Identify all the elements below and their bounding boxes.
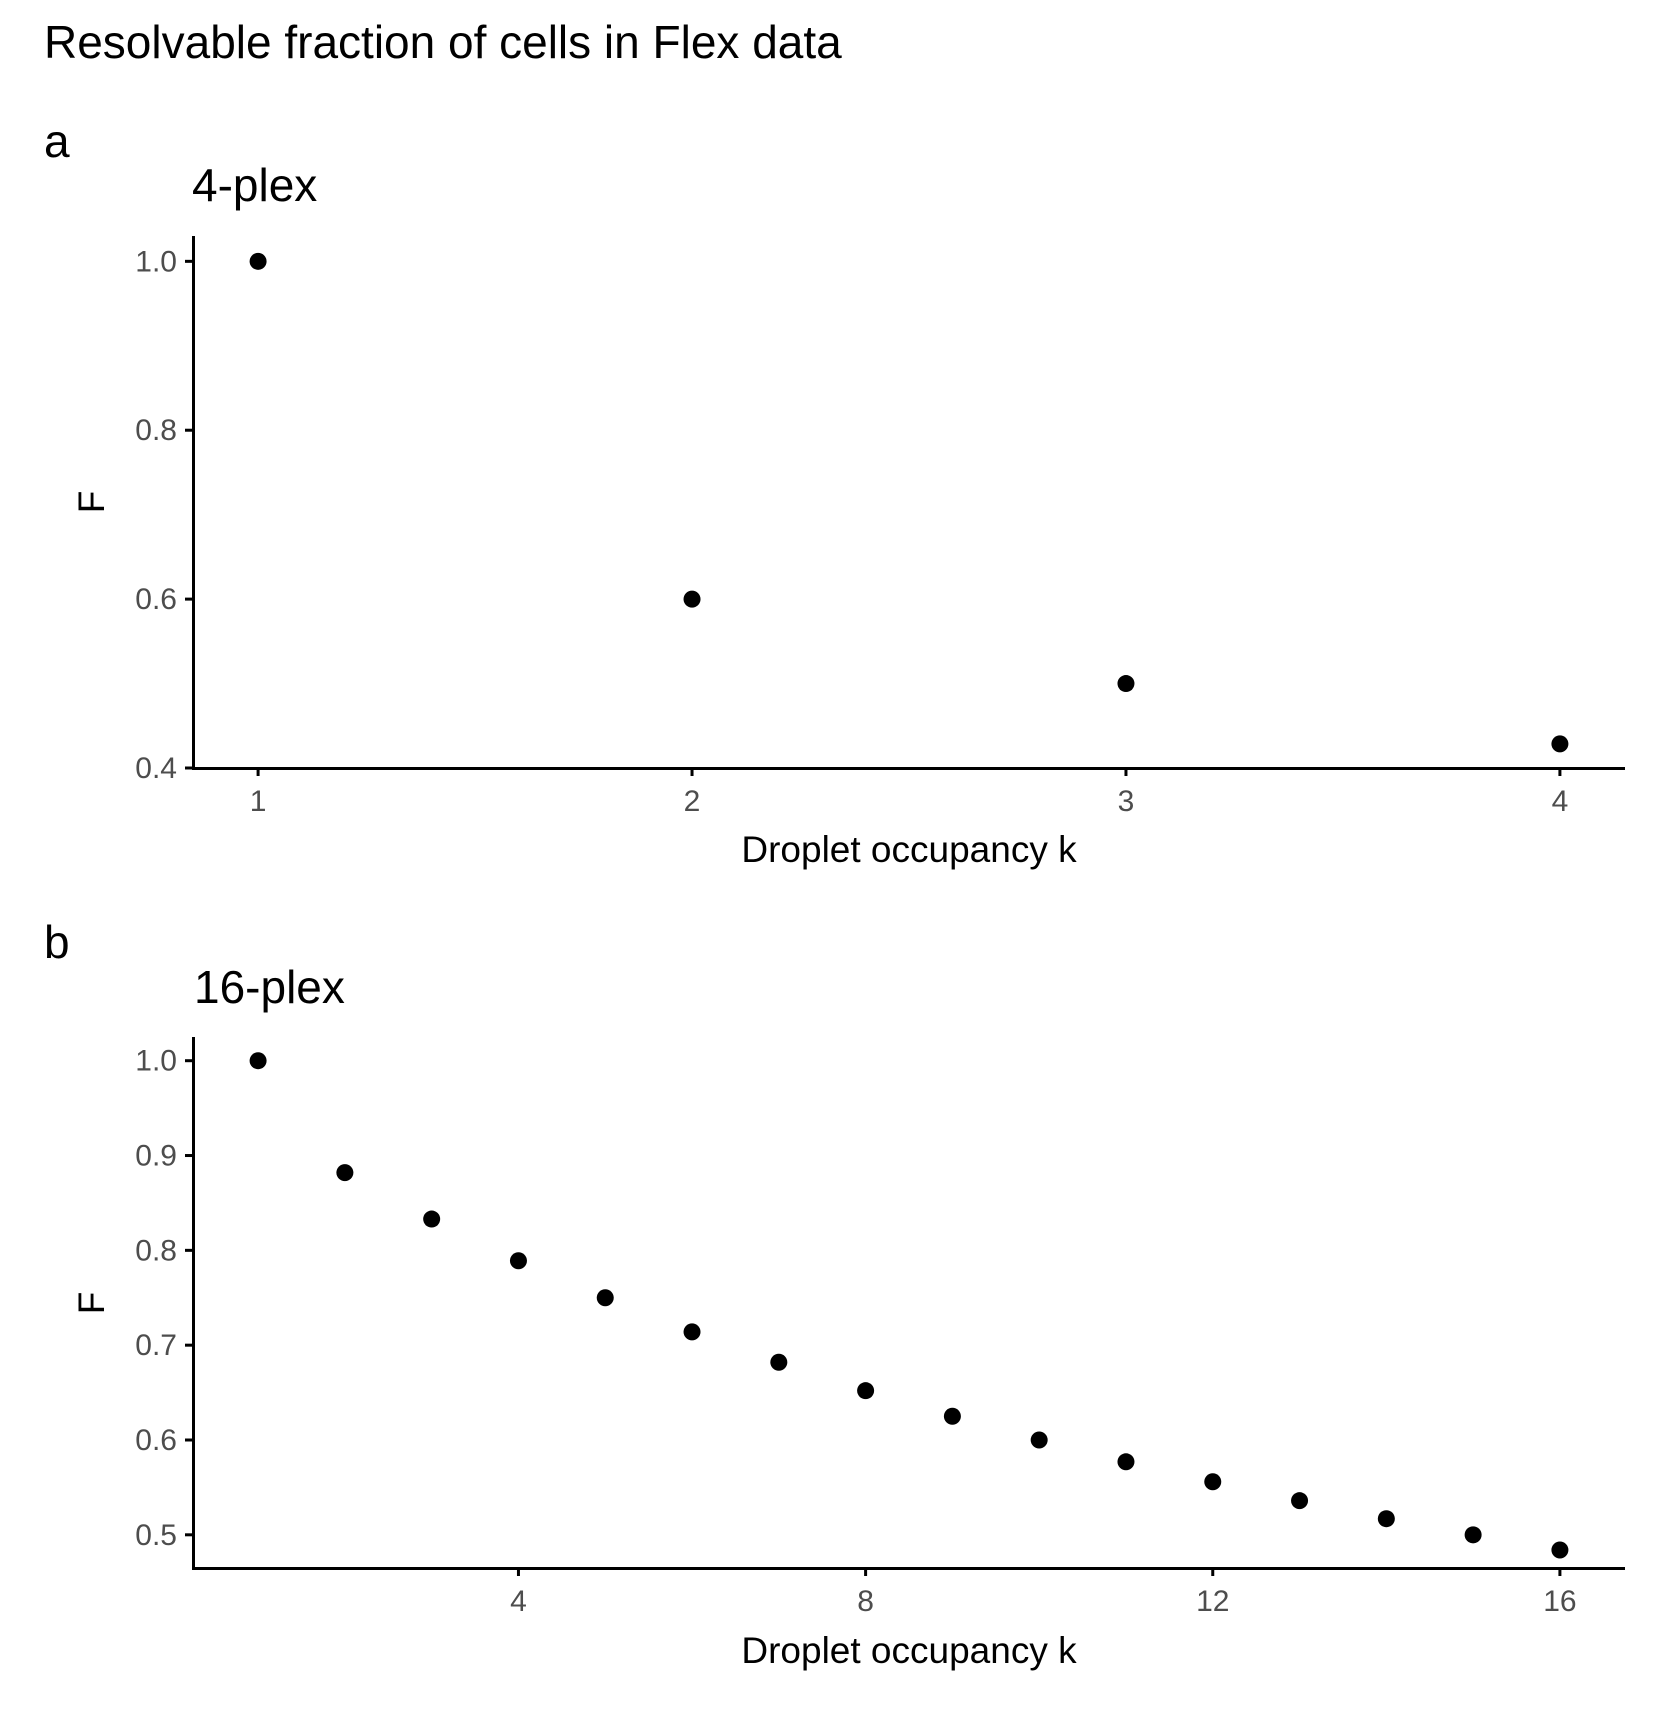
panel-a-y-axis-label: F	[71, 491, 112, 514]
panel-b-data-point	[249, 1052, 267, 1070]
panel-b-data-point	[509, 1252, 527, 1270]
panel-b-data-point	[1291, 1492, 1309, 1510]
panel-b-tag: b	[44, 916, 70, 968]
panel-a-x-tick-label: 1	[250, 785, 267, 818]
panel-b-data-point	[1030, 1431, 1048, 1449]
panel-b-x-axis-label: Droplet occupancy k	[741, 1630, 1077, 1671]
panel-b-y-tick-label: 0.7	[135, 1329, 177, 1362]
panel-b: b 16-plex 0.5 0.6 0.7 0.8 0.9 1.0 4 8 12 16 Dropl…	[44, 916, 1625, 1671]
panel-a-title: 4-plex	[192, 159, 317, 211]
panel-b-y-tick-label: 0.5	[135, 1519, 177, 1552]
panel-b-data-point	[1377, 1510, 1395, 1528]
panel-a-tag: a	[44, 115, 70, 167]
panel-b-data-point	[943, 1407, 961, 1425]
panel-b-y-tick-label: 1.0	[135, 1045, 177, 1078]
panel-a-x-tick-label: 2	[684, 785, 701, 818]
panel-a-y-tick-label: 1.0	[135, 245, 177, 278]
panel-a-data-point	[249, 252, 267, 270]
panel-a: a 4-plex 0.4 0.6 0.8 1.0 1 2 3 4 Droplet occupa…	[44, 115, 1625, 870]
panel-b-title: 16-plex	[194, 961, 345, 1013]
panel-b-data-point	[683, 1323, 701, 1341]
panel-a-y-tick-label: 0.6	[135, 583, 177, 616]
panel-a-x-tick-label: 3	[1118, 785, 1135, 818]
panel-a-data-point	[683, 590, 701, 608]
figure-title: Resolvable fraction of cells in Flex dat…	[44, 16, 842, 68]
panel-b-data-point	[857, 1382, 875, 1400]
panel-b-x-tick-label: 8	[857, 1585, 874, 1618]
panel-a-x-axis-label: Droplet occupancy k	[741, 829, 1077, 870]
panel-a-marks: 0.4 0.6 0.8 1.0 1 2 3 4	[135, 245, 1569, 818]
panel-b-y-axis-label: F	[71, 1292, 112, 1315]
panel-b-data-point	[423, 1210, 441, 1228]
panel-b-y-tick-label: 0.9	[135, 1140, 177, 1173]
panel-b-data-point	[336, 1164, 354, 1182]
panel-a-data-point	[1117, 675, 1135, 693]
panel-b-data-point	[1551, 1541, 1569, 1559]
panel-a-y-tick-label: 0.4	[135, 752, 177, 785]
panel-a-data-point	[1551, 735, 1569, 753]
panel-b-data-point	[1464, 1526, 1482, 1544]
panel-b-data-point	[596, 1289, 614, 1307]
panel-a-x-tick-label: 4	[1552, 785, 1569, 818]
panel-b-data-point	[1204, 1473, 1222, 1491]
panel-a-y-tick-label: 0.8	[135, 414, 177, 447]
panel-b-x-tick-label: 4	[510, 1585, 527, 1618]
panel-b-data-point	[770, 1353, 788, 1371]
panel-b-data-point	[1117, 1453, 1135, 1471]
panel-b-x-tick-label: 16	[1543, 1585, 1576, 1618]
panel-b-y-tick-label: 0.8	[135, 1234, 177, 1267]
panel-b-x-tick-label: 12	[1196, 1585, 1229, 1618]
panel-b-marks: 0.5 0.6 0.7 0.8 0.9 1.0 4 8 12 16	[135, 1045, 1576, 1618]
panel-b-y-tick-label: 0.6	[135, 1424, 177, 1457]
